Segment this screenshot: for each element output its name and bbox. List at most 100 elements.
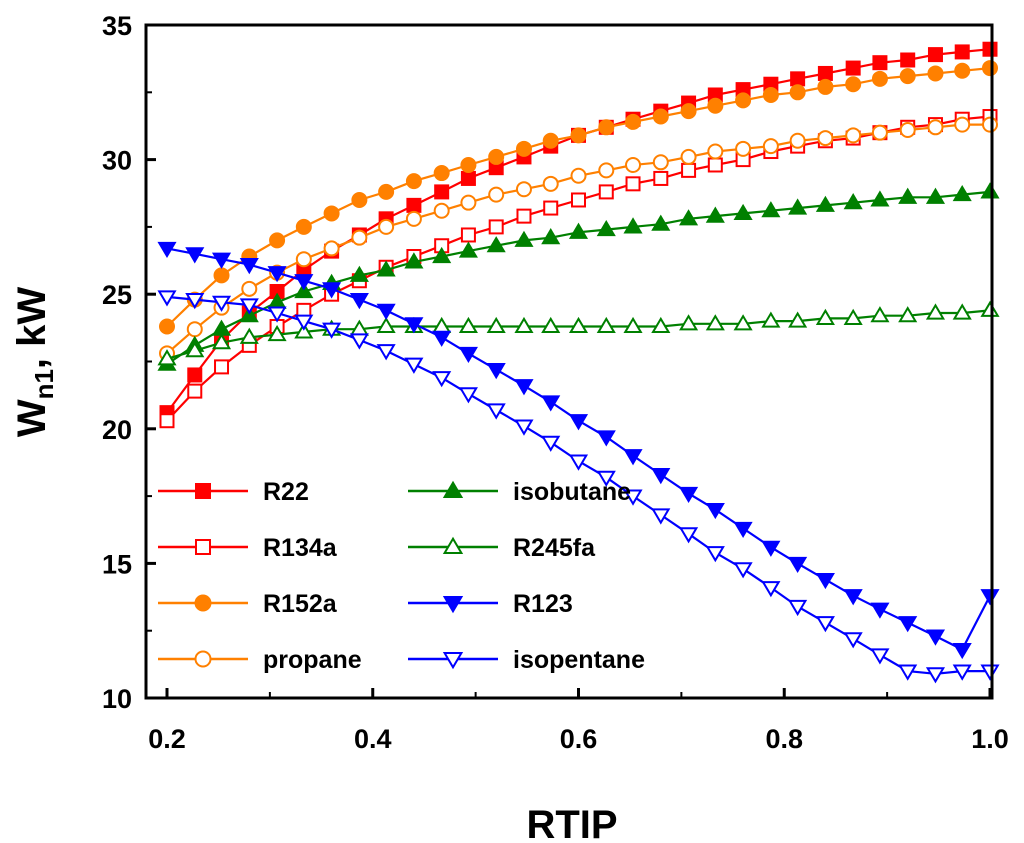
legend-item-isobutane: isobutane xyxy=(408,478,631,506)
series-isopentane xyxy=(157,290,1000,684)
data-point xyxy=(351,229,368,246)
data-point xyxy=(870,648,890,665)
data-point xyxy=(927,65,944,82)
data-point xyxy=(376,303,396,320)
legend-label: R152a xyxy=(263,590,338,618)
data-point xyxy=(789,132,806,149)
data-point xyxy=(185,341,205,358)
data-point xyxy=(596,219,616,237)
data-point xyxy=(267,324,287,342)
data-point xyxy=(157,290,177,307)
legend-label: R134a xyxy=(263,534,338,562)
data-point xyxy=(211,333,232,350)
x-tick-label: 0.2 xyxy=(148,724,186,754)
data-point xyxy=(486,403,506,420)
data-point xyxy=(434,184,450,200)
y-axis-title-suffix: , kW xyxy=(10,287,54,369)
data-point xyxy=(705,546,725,563)
data-point xyxy=(735,92,752,109)
data-point xyxy=(954,62,971,79)
data-point xyxy=(980,300,1000,317)
data-point xyxy=(982,116,998,133)
data-point xyxy=(295,218,312,235)
data-point xyxy=(294,314,314,331)
data-point xyxy=(843,589,863,606)
data-point xyxy=(211,319,232,336)
legend-label: R245fa xyxy=(513,534,596,562)
data-point xyxy=(267,306,287,323)
data-point xyxy=(870,306,890,323)
data-point xyxy=(954,44,970,60)
data-point xyxy=(651,316,671,334)
data-point xyxy=(405,173,422,190)
data-point xyxy=(486,236,506,253)
data-point xyxy=(679,209,699,226)
data-point xyxy=(952,664,972,681)
data-point xyxy=(157,349,177,366)
data-point xyxy=(761,581,781,598)
y-tick-label: 10 xyxy=(102,684,132,714)
data-point xyxy=(351,191,368,208)
data-point xyxy=(187,367,203,383)
data-point xyxy=(733,562,753,579)
data-point xyxy=(596,430,616,447)
series-isobutane xyxy=(157,182,1000,371)
series-line xyxy=(166,190,991,366)
data-point xyxy=(295,251,312,268)
data-point xyxy=(899,121,916,138)
data-point xyxy=(460,156,477,173)
data-point xyxy=(705,206,725,223)
data-point xyxy=(568,414,589,431)
data-point xyxy=(871,70,888,87)
legend-label: R123 xyxy=(513,590,573,618)
y-tick-label: 30 xyxy=(102,146,132,176)
data-point xyxy=(815,572,835,590)
data-point xyxy=(486,316,506,334)
data-point xyxy=(790,71,806,87)
data-point xyxy=(707,157,723,173)
legend-item-R245fa: R245fa xyxy=(408,534,596,562)
axis-layer: 0.2 0.4 0.6 0.8 1.0 10 15 20 25 30 35 xyxy=(102,11,1009,754)
data-point xyxy=(349,293,369,310)
data-point xyxy=(239,327,259,344)
data-point xyxy=(213,267,230,284)
data-point xyxy=(541,228,561,245)
data-point xyxy=(735,140,752,157)
data-point xyxy=(598,119,615,136)
data-point xyxy=(817,65,833,81)
legend-label: isobutane xyxy=(513,478,631,506)
data-point xyxy=(898,306,918,323)
data-point xyxy=(376,260,396,277)
data-point xyxy=(541,316,561,334)
x-tick-label: 1.0 xyxy=(971,724,1009,754)
data-point xyxy=(789,84,806,101)
data-point xyxy=(817,130,834,147)
data-point xyxy=(460,227,476,243)
legend-marker xyxy=(194,650,212,668)
data-point xyxy=(269,232,286,249)
data-point xyxy=(623,489,643,506)
data-point xyxy=(239,298,259,315)
data-point xyxy=(927,119,944,136)
data-point xyxy=(980,664,1000,681)
data-point xyxy=(542,175,559,192)
data-point xyxy=(952,184,972,202)
data-point xyxy=(267,266,287,283)
legend-label: isopentane xyxy=(513,646,645,674)
data-point xyxy=(788,556,808,574)
data-point xyxy=(980,182,1000,199)
data-point xyxy=(653,170,669,186)
data-point xyxy=(598,162,615,179)
legend-item-isopentane: isopentane xyxy=(408,646,645,674)
legend-label: R22 xyxy=(263,478,309,506)
data-point xyxy=(625,156,642,173)
data-point xyxy=(239,258,259,275)
data-point xyxy=(596,470,616,487)
data-point xyxy=(376,344,396,361)
data-point xyxy=(623,316,643,334)
data-point xyxy=(185,293,205,310)
data-point xyxy=(488,148,505,165)
data-point xyxy=(815,195,835,212)
x-tick-label: 0.8 xyxy=(765,724,803,754)
y-axis-title-subscript: n1 xyxy=(29,369,59,399)
